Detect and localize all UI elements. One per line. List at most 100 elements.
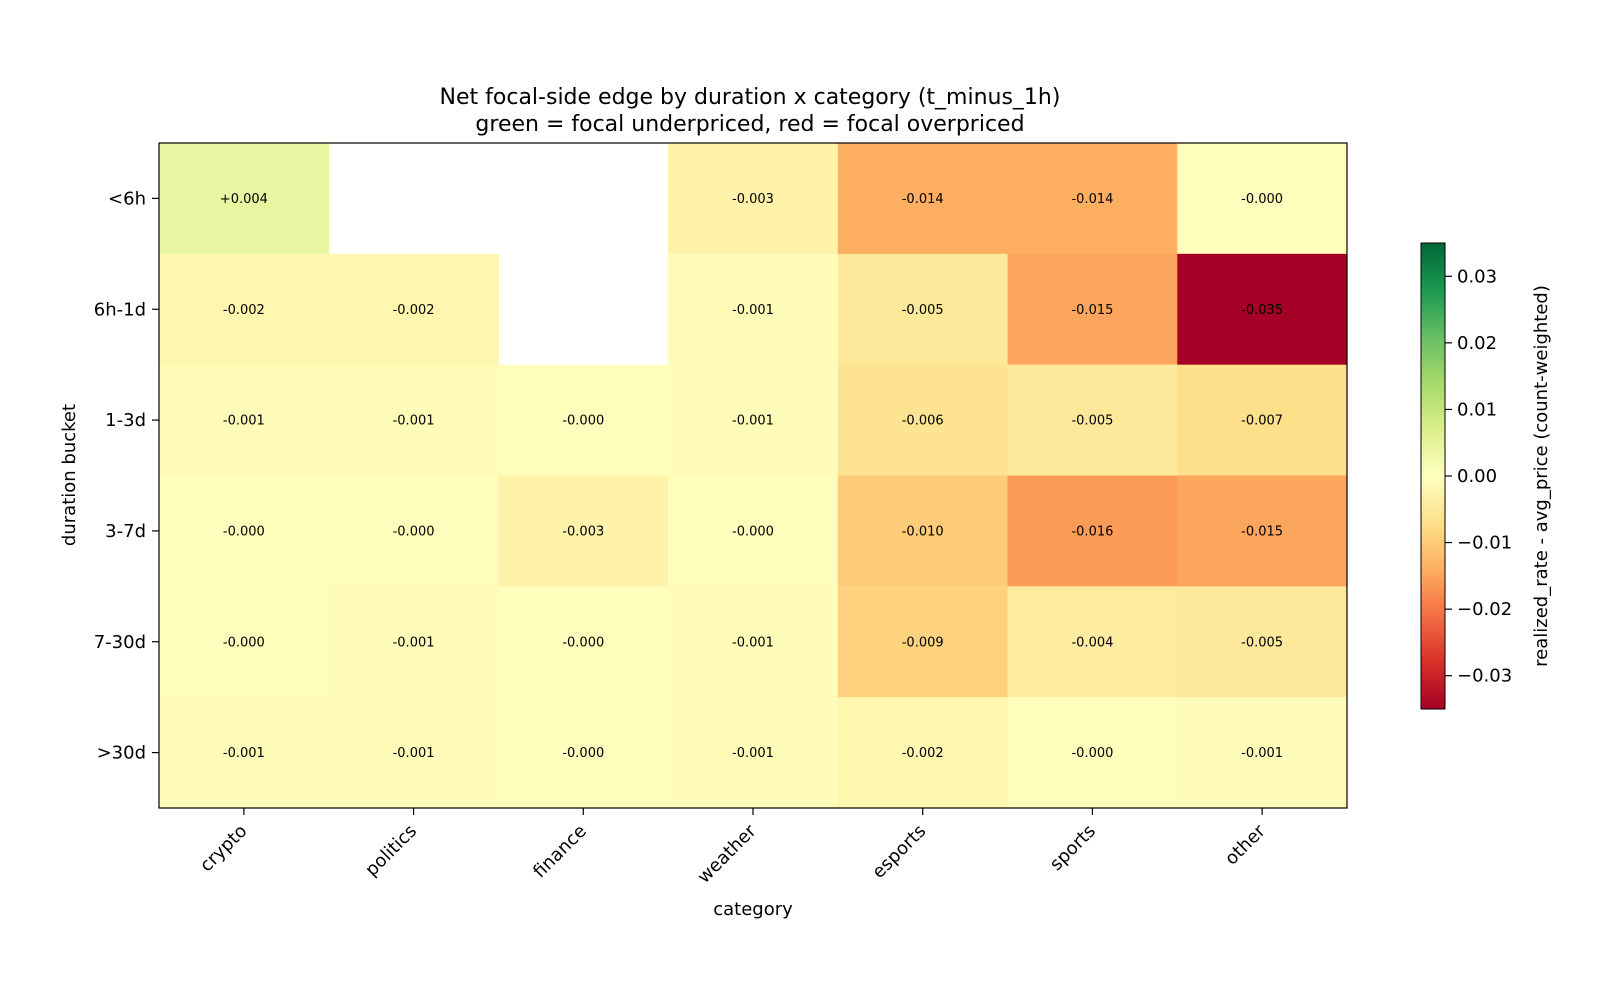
colorbar-tick-label: 0.01 xyxy=(1457,399,1497,420)
cell-value-label: -0.001 xyxy=(393,414,435,429)
cell-value-label: -0.001 xyxy=(393,746,435,761)
cell-value-label: -0.004 xyxy=(1071,635,1113,650)
cell-value-label: -0.003 xyxy=(732,192,774,207)
heatmap-cell xyxy=(837,253,1009,366)
heatmap-cell xyxy=(1007,364,1178,476)
chart-subtitle: green = focal underpriced, red = focal o… xyxy=(475,112,1024,137)
cell-value-label: -0.015 xyxy=(1071,303,1113,318)
x-tick-label: sports xyxy=(1046,821,1100,875)
y-tick-label: <6h xyxy=(108,188,146,209)
colorbar xyxy=(1420,242,1446,710)
heatmap-cell xyxy=(498,586,669,698)
heatmap-cell xyxy=(159,364,330,476)
heatmap-cell xyxy=(159,143,330,255)
cell-value-label: -0.035 xyxy=(1241,303,1283,318)
cell-value-label: -0.001 xyxy=(732,303,774,318)
colorbar-tick-label: −0.03 xyxy=(1457,666,1512,687)
colorbar-tick-label: 0.02 xyxy=(1457,333,1497,354)
heatmap-cell xyxy=(837,143,1009,255)
cell-value-label: -0.005 xyxy=(1241,635,1283,650)
cell-value-label: -0.005 xyxy=(902,303,944,318)
cell-value-label: -0.002 xyxy=(393,303,435,318)
cell-value-label: -0.000 xyxy=(732,524,774,539)
heatmap-cell xyxy=(159,586,330,698)
y-tick-label: 6h-1d xyxy=(94,299,146,320)
chart-title: Net focal-side edge by duration x catego… xyxy=(440,85,1061,110)
cell-value-label: -0.000 xyxy=(393,524,435,539)
cell-value-label: -0.001 xyxy=(393,635,435,650)
heatmap-cell xyxy=(1177,253,1348,366)
cell-value-label: -0.005 xyxy=(1071,414,1113,429)
colorbar-tick-label: −0.02 xyxy=(1457,599,1512,620)
y-tick-label: 7-30d xyxy=(94,632,146,653)
cell-value-label: -0.001 xyxy=(1241,746,1283,761)
colorbar-label: realized_rate - avg_price (count-weighte… xyxy=(1531,285,1552,667)
cell-value-label: -0.000 xyxy=(223,524,265,539)
heatmap-cell xyxy=(159,475,330,587)
colorbar-tick-label: −0.01 xyxy=(1457,533,1512,554)
heatmap-cell xyxy=(1007,143,1178,255)
cell-value-label: -0.001 xyxy=(732,635,774,650)
x-tick-label: politics xyxy=(361,821,421,881)
heatmap-cell xyxy=(498,697,669,809)
heatmap-cell xyxy=(328,253,499,366)
cell-value-label: -0.015 xyxy=(1241,524,1283,539)
cell-value-label: -0.006 xyxy=(902,414,944,429)
heatmap-cell xyxy=(159,697,330,809)
cell-value-label: -0.014 xyxy=(1071,192,1113,207)
cell-value-label: -0.000 xyxy=(1071,746,1113,761)
heatmap-cell xyxy=(668,475,839,587)
cell-value-label: -0.000 xyxy=(562,414,604,429)
heatmap-cell xyxy=(668,364,839,476)
cell-value-label: -0.000 xyxy=(223,635,265,650)
x-tick-label: finance xyxy=(529,821,591,883)
y-tick-label: >30d xyxy=(97,743,146,764)
heatmap-cell-labels: +0.004 -0.003 -0.014 -0.014 -0.000 -0.002 -0.0… xyxy=(220,192,1283,761)
heatmap-cell xyxy=(1007,475,1178,587)
cell-value-label: -0.003 xyxy=(562,524,604,539)
colorbar-tick-label: 0.00 xyxy=(1457,466,1497,487)
heatmap-cell xyxy=(1007,253,1178,366)
heatmap-cell xyxy=(668,586,839,698)
x-tick-label: esports xyxy=(868,821,930,883)
cell-value-label: -0.010 xyxy=(902,524,944,539)
heatmap-cell xyxy=(1177,586,1348,698)
cell-value-label: -0.000 xyxy=(1241,192,1283,207)
cell-value-label: -0.001 xyxy=(732,746,774,761)
cell-value-label: +0.004 xyxy=(220,192,268,207)
heatmap-cell xyxy=(498,364,669,476)
cell-value-label: -0.000 xyxy=(562,746,604,761)
heatmap-cell xyxy=(837,586,1009,698)
cell-value-label: -0.001 xyxy=(732,414,774,429)
cell-value-label: -0.016 xyxy=(1071,524,1113,539)
heatmap-cell xyxy=(159,253,330,366)
heatmap-cell xyxy=(668,143,839,255)
heatmap-cell xyxy=(1177,143,1348,255)
cell-value-label: -0.001 xyxy=(223,414,265,429)
y-tick-label: 1-3d xyxy=(105,410,146,431)
heatmap-cell xyxy=(668,697,839,809)
y-axis-label: duration bucket xyxy=(59,404,80,546)
x-axis-label: category xyxy=(713,899,793,920)
y-tick-label: 3-7d xyxy=(105,521,146,542)
x-axis-ticks: crypto politics finance weather esports sport… xyxy=(196,808,1270,888)
heatmap-cells xyxy=(159,143,1348,809)
heatmap-cell xyxy=(1177,475,1348,587)
x-tick-label: weather xyxy=(694,820,761,887)
cell-value-label: -0.002 xyxy=(902,746,944,761)
cell-value-label: -0.007 xyxy=(1241,414,1283,429)
cell-value-label: -0.000 xyxy=(562,635,604,650)
heatmap-cell xyxy=(837,364,1009,476)
cell-value-label: -0.009 xyxy=(902,635,944,650)
x-tick-label: other xyxy=(1221,820,1270,869)
heatmap-cell xyxy=(328,475,499,587)
heatmap-cell xyxy=(837,475,1009,587)
colorbar-tick-label: 0.03 xyxy=(1457,266,1497,287)
heatmap-cell xyxy=(1177,364,1348,476)
heatmap-cell xyxy=(1007,586,1178,698)
heatmap-cell xyxy=(328,586,499,698)
y-axis-ticks: <6h 6h-1d 1-3d 3-7d 7-30d >30d xyxy=(94,188,159,764)
heatmap-cell xyxy=(1007,697,1178,809)
cell-value-label: -0.001 xyxy=(223,746,265,761)
